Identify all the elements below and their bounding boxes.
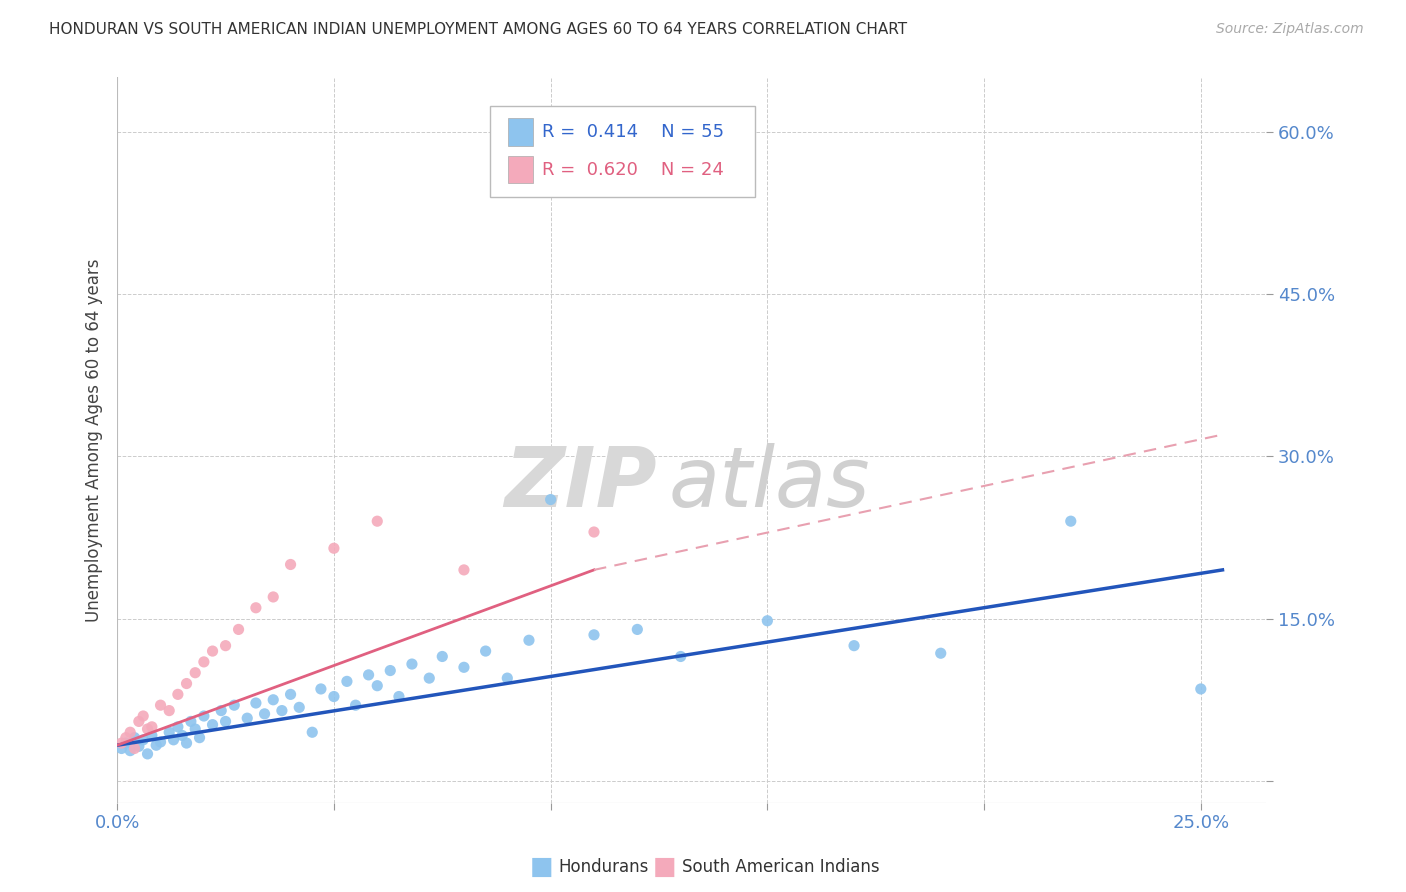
Point bbox=[496, 671, 519, 685]
Point bbox=[366, 514, 388, 528]
Text: ■: ■ bbox=[654, 855, 676, 879]
Point bbox=[180, 714, 202, 729]
Point bbox=[124, 731, 146, 745]
Bar bbox=[508, 156, 533, 184]
Point bbox=[270, 704, 292, 718]
Point bbox=[322, 690, 344, 704]
Text: South American Indians: South American Indians bbox=[682, 858, 880, 876]
Point bbox=[132, 709, 155, 723]
Point bbox=[184, 722, 207, 736]
Point bbox=[582, 628, 605, 642]
Point bbox=[141, 729, 163, 743]
Text: Source: ZipAtlas.com: Source: ZipAtlas.com bbox=[1216, 22, 1364, 37]
Point bbox=[540, 492, 562, 507]
Point bbox=[188, 731, 211, 745]
Point bbox=[157, 704, 180, 718]
Point bbox=[115, 736, 138, 750]
Point bbox=[115, 731, 138, 745]
Point bbox=[453, 660, 475, 674]
Point bbox=[157, 725, 180, 739]
Point bbox=[176, 676, 198, 690]
Point bbox=[201, 717, 224, 731]
Point bbox=[253, 706, 276, 721]
Text: R =  0.620    N = 24: R = 0.620 N = 24 bbox=[543, 161, 724, 178]
Text: Hondurans: Hondurans bbox=[558, 858, 648, 876]
Point bbox=[176, 736, 198, 750]
Point bbox=[132, 732, 155, 747]
Point bbox=[120, 744, 142, 758]
Point bbox=[626, 623, 648, 637]
Point bbox=[228, 623, 250, 637]
Point bbox=[474, 644, 496, 658]
Point bbox=[167, 687, 190, 701]
Point bbox=[432, 649, 454, 664]
Point bbox=[262, 590, 284, 604]
Bar bbox=[508, 118, 533, 145]
Point bbox=[245, 696, 267, 710]
Point bbox=[162, 732, 184, 747]
FancyBboxPatch shape bbox=[491, 106, 755, 197]
Point bbox=[366, 679, 388, 693]
Point bbox=[336, 674, 359, 689]
Point bbox=[388, 690, 411, 704]
Text: HONDURAN VS SOUTH AMERICAN INDIAN UNEMPLOYMENT AMONG AGES 60 TO 64 YEARS CORRELA: HONDURAN VS SOUTH AMERICAN INDIAN UNEMPL… bbox=[49, 22, 907, 37]
Point bbox=[582, 524, 605, 539]
Point bbox=[209, 704, 232, 718]
Point bbox=[136, 722, 159, 736]
Point bbox=[124, 741, 146, 756]
Point bbox=[149, 698, 172, 713]
Point bbox=[288, 700, 311, 714]
Point bbox=[401, 657, 423, 671]
Y-axis label: Unemployment Among Ages 60 to 64 years: Unemployment Among Ages 60 to 64 years bbox=[86, 259, 103, 622]
Point bbox=[145, 738, 167, 752]
Point bbox=[201, 644, 224, 658]
Text: atlas: atlas bbox=[668, 443, 870, 524]
Point bbox=[669, 649, 692, 664]
Text: ■: ■ bbox=[530, 855, 553, 879]
Point bbox=[929, 646, 952, 660]
Point bbox=[128, 739, 150, 754]
Point bbox=[453, 563, 475, 577]
Point bbox=[214, 714, 236, 729]
Point bbox=[172, 729, 194, 743]
Point bbox=[184, 665, 207, 680]
Point bbox=[842, 639, 865, 653]
Text: R =  0.414    N = 55: R = 0.414 N = 55 bbox=[543, 123, 724, 141]
Point bbox=[110, 736, 132, 750]
Point bbox=[110, 741, 132, 756]
Point bbox=[245, 600, 267, 615]
Text: ZIP: ZIP bbox=[505, 443, 657, 524]
Point bbox=[167, 720, 190, 734]
Point bbox=[517, 633, 540, 648]
Point bbox=[357, 668, 380, 682]
Point bbox=[136, 747, 159, 761]
Point bbox=[280, 558, 302, 572]
Point bbox=[141, 720, 163, 734]
Point bbox=[280, 687, 302, 701]
Point bbox=[224, 698, 246, 713]
Point bbox=[344, 698, 367, 713]
Point bbox=[418, 671, 440, 685]
Point bbox=[193, 655, 215, 669]
Point bbox=[262, 693, 284, 707]
Point bbox=[120, 725, 142, 739]
Point bbox=[301, 725, 323, 739]
Point bbox=[236, 711, 259, 725]
Point bbox=[193, 709, 215, 723]
Point bbox=[1060, 514, 1083, 528]
Point bbox=[1189, 681, 1212, 696]
Point bbox=[309, 681, 332, 696]
Point bbox=[756, 614, 779, 628]
Point bbox=[149, 735, 172, 749]
Point bbox=[322, 541, 344, 556]
Point bbox=[380, 664, 402, 678]
Point bbox=[214, 639, 236, 653]
Point bbox=[128, 714, 150, 729]
